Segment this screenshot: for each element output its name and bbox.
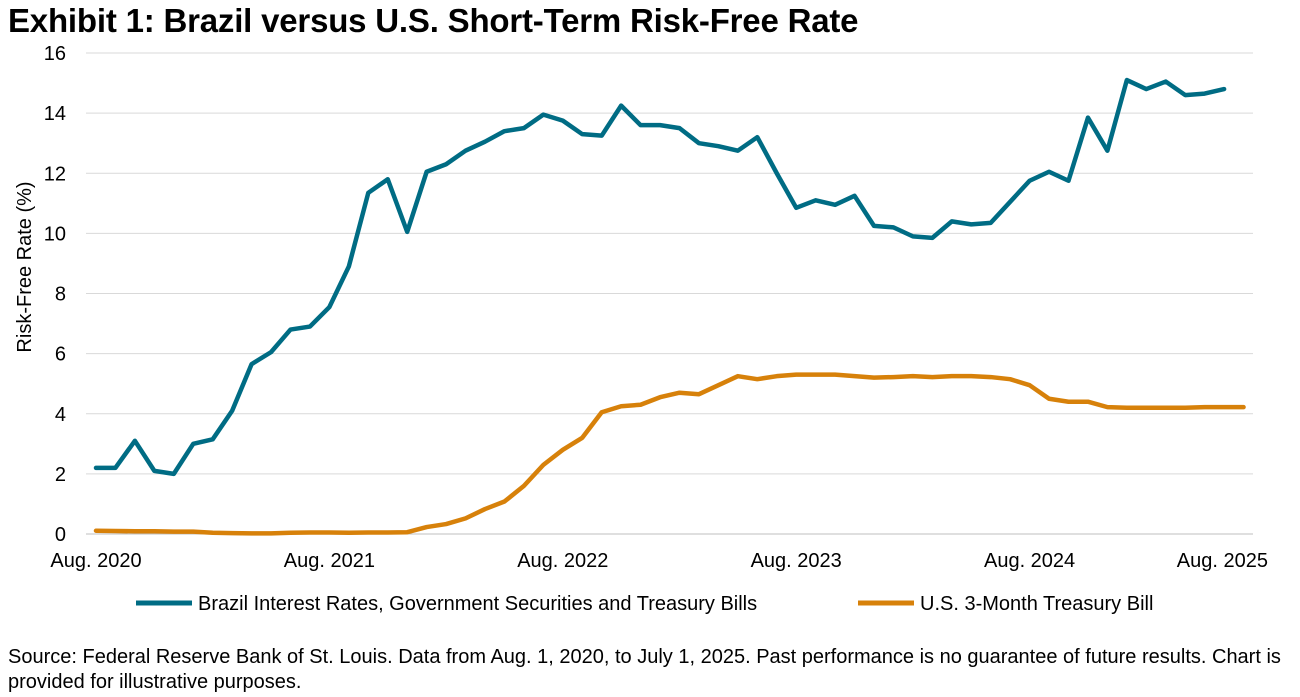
x-tick-label: Aug. 2025 xyxy=(1177,550,1268,572)
y-tick-label: 6 xyxy=(55,344,66,366)
y-tick-label: 0 xyxy=(55,524,66,546)
chart-title: Exhibit 1: Brazil versus U.S. Short-Term… xyxy=(8,2,859,39)
y-axis-tick-labels: 0 2 4 6 8 10 12 14 16 xyxy=(44,43,66,546)
y-axis-label: Risk-Free Rate (%) xyxy=(14,181,36,352)
y-tick-label: 4 xyxy=(55,404,66,426)
series-line-brazil xyxy=(93,77,1227,477)
y-tick-label: 16 xyxy=(44,43,66,65)
legend-label-brazil: Brazil Interest Rates, Government Securi… xyxy=(198,593,757,615)
x-tick-label: Aug. 2021 xyxy=(284,550,375,572)
series-lines xyxy=(93,77,1246,536)
y-tick-label: 2 xyxy=(55,464,66,486)
y-tick-label: 12 xyxy=(44,163,66,185)
legend-label-us: U.S. 3-Month Treasury Bill xyxy=(920,593,1153,615)
x-axis-tick-labels: Aug. 2020 Aug. 2021 Aug. 2022 Aug. 2023 Aug.… xyxy=(50,550,1268,572)
y-tick-label: 14 xyxy=(44,103,66,125)
x-tick-label: Aug. 2024 xyxy=(984,550,1075,572)
series-line-us xyxy=(93,372,1246,536)
y-tick-label: 8 xyxy=(55,284,66,306)
x-tick-label: Aug. 2020 xyxy=(50,550,141,572)
x-tick-label: Aug. 2023 xyxy=(751,550,842,572)
source-note: Source: Federal Reserve Bank of St. Loui… xyxy=(8,646,1281,693)
legend: Brazil Interest Rates, Government Securi… xyxy=(136,593,1153,615)
y-tick-label: 10 xyxy=(44,223,66,245)
x-tick-label: Aug. 2022 xyxy=(517,550,608,572)
